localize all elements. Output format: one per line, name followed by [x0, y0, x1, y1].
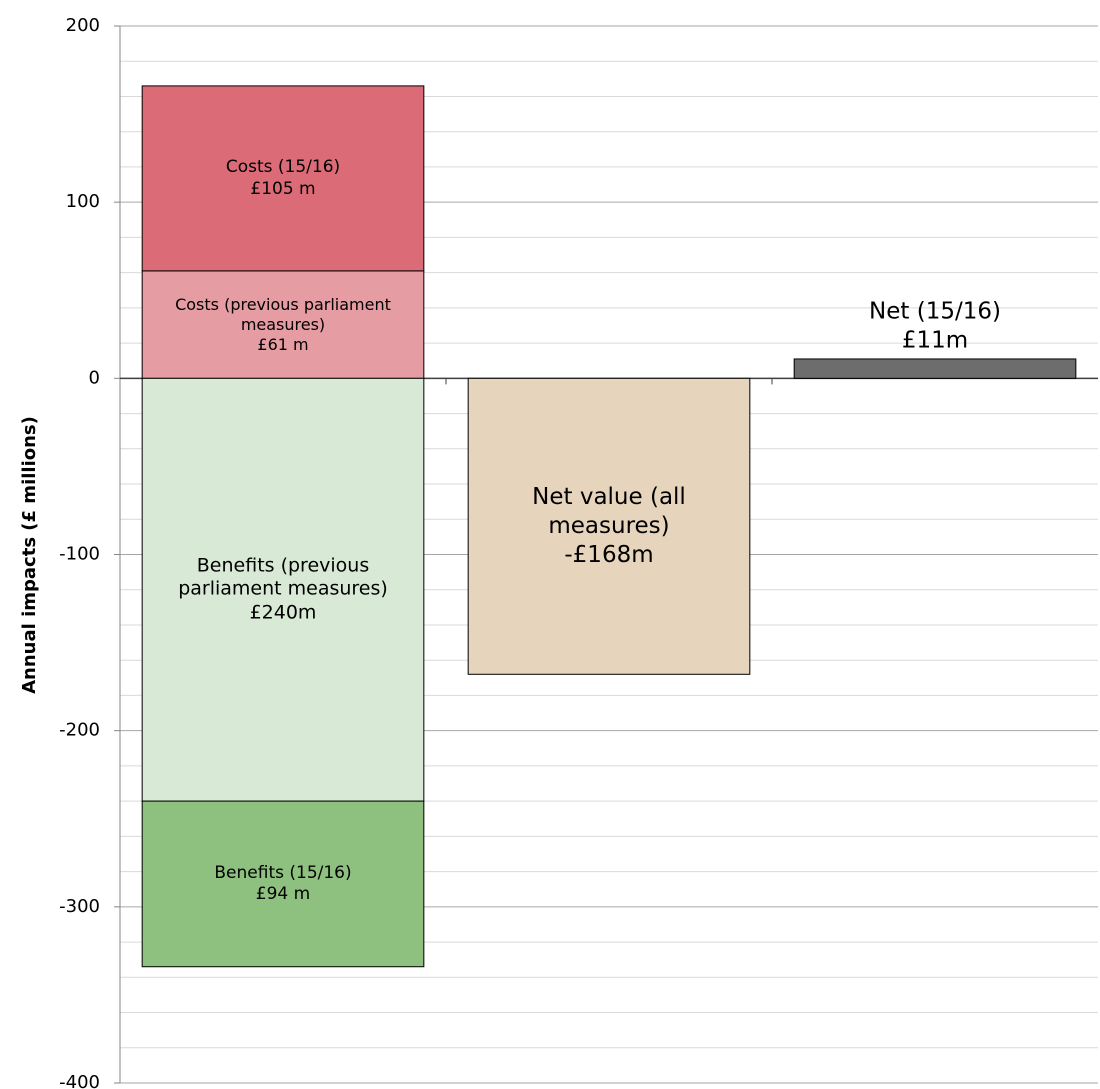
segment-label: Costs (15/16) £105 m: [183, 157, 383, 200]
segment-label: Costs (previous parliament measures) £61 …: [163, 295, 403, 355]
series-name: Net value (all measures): [532, 484, 686, 539]
series-name: Net (15/16): [869, 298, 1001, 325]
segment-label: Benefits (previous parliament measures) £…: [178, 554, 388, 625]
value-label: £61 m: [257, 334, 309, 354]
value-label: £105 m: [250, 178, 316, 199]
y-tick-label: 0: [89, 367, 100, 388]
bar-segment: [467, 377, 751, 675]
series-name: Benefits (15/16): [214, 862, 352, 883]
value-label: -£168m: [564, 541, 654, 568]
value-label: £94 m: [255, 883, 311, 904]
y-tick-label: -100: [59, 544, 100, 565]
segment-label: Benefits (15/16) £94 m: [173, 863, 393, 906]
y-tick-label: -300: [59, 896, 100, 917]
y-tick-label: -400: [59, 1072, 100, 1089]
series-name: Costs (previous parliament measures): [175, 294, 391, 334]
bar-segment: [141, 377, 425, 802]
value-label: £11m: [901, 327, 969, 354]
bar-segment: [141, 270, 425, 379]
y-tick-label: 100: [66, 191, 100, 212]
bar-segment: [141, 85, 425, 272]
bar-segment: [793, 358, 1077, 379]
segment-label: Net (15/16) £11m: [805, 297, 1065, 355]
y-tick-label: 200: [66, 15, 100, 36]
series-name: Benefits (previous parliament measures): [178, 554, 388, 600]
bar-segment: [141, 800, 425, 968]
y-tick-label: -200: [59, 720, 100, 741]
value-label: £240m: [249, 601, 317, 624]
series-name: Costs (15/16): [225, 157, 341, 178]
segment-label: Net value (all measures) -£168m: [499, 483, 719, 569]
y-axis-label: Annual impacts (£ millions): [19, 416, 40, 694]
